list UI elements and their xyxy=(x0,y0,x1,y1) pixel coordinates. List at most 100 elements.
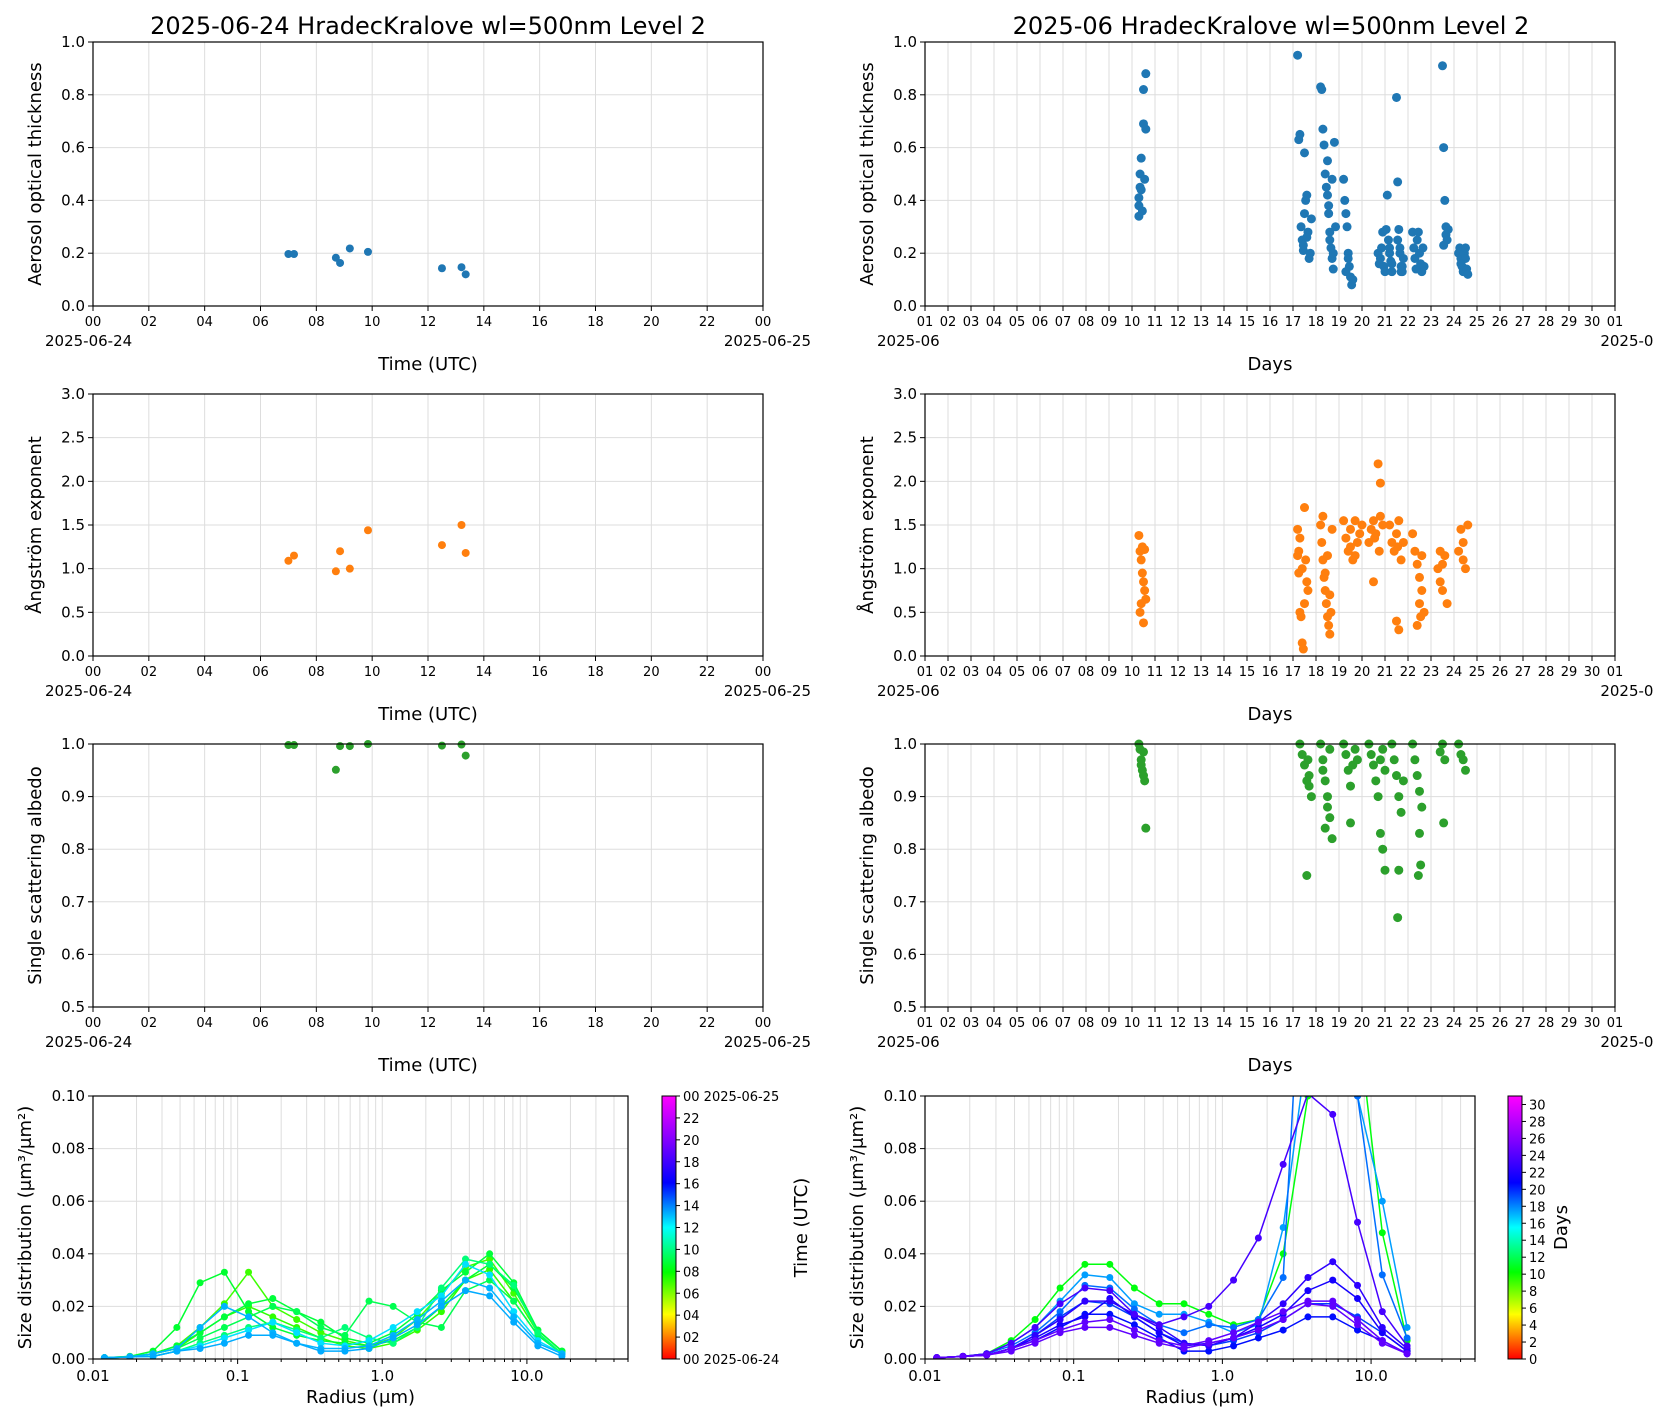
size-daily-series-point-8-7 xyxy=(269,1331,277,1339)
size-daily-series-point-4-12 xyxy=(389,1302,397,1310)
size-daily-series-point-4-4 xyxy=(196,1334,204,1342)
size-monthly-ytick-label-5: 0.10 xyxy=(884,1087,917,1105)
ae-daily-start-date: 2025-06-24 xyxy=(45,682,132,700)
ssa-monthly-point-65 xyxy=(1435,747,1445,757)
ssa-monthly-point-61 xyxy=(1416,860,1426,870)
aod-monthly-point-86 xyxy=(1409,243,1419,253)
size-monthly-series-point-2-15 xyxy=(1304,830,1311,837)
size-daily-series-point-7-15 xyxy=(461,1276,469,1284)
aod-monthly-xtick-label-21: 22 xyxy=(1400,315,1417,330)
size-daily-series-point-5-10 xyxy=(341,1323,349,1331)
ssa-daily-xtick-label-12: 00 xyxy=(755,1016,772,1031)
size-monthly-series-point-2-5 xyxy=(1056,1308,1064,1316)
size-monthly-series-line-2 xyxy=(936,1096,1408,1359)
ae-monthly-xtick-label-18: 19 xyxy=(1331,665,1348,680)
ae-monthly-point-4 xyxy=(1139,577,1148,587)
aod-monthly-point-11 xyxy=(1141,69,1151,79)
size-monthly-series-point-7-8 xyxy=(1130,1310,1138,1318)
ssa-daily-ytick-label-1: 0.6 xyxy=(61,945,85,963)
ae-monthly-point-11 xyxy=(1140,544,1150,554)
ssa-monthly-point-21 xyxy=(1323,792,1332,802)
size-monthly-series-line-8 xyxy=(936,1300,1408,1359)
ae-monthly-point-3 xyxy=(1137,568,1147,578)
aod-monthly-point-95 xyxy=(1419,261,1429,271)
ae-monthly-start-date: 2025-06 xyxy=(877,682,940,700)
size-daily-series-point-3-15 xyxy=(461,1268,469,1276)
ssa-monthly-xtick-label-28: 29 xyxy=(1561,1016,1578,1031)
ae-monthly-xtick-label-20: 21 xyxy=(1377,665,1394,680)
aod-monthly-xtick-label-28: 29 xyxy=(1561,315,1578,330)
size-monthly-series-point-4-14 xyxy=(1279,1326,1287,1334)
size-monthly-series-point-9-13 xyxy=(1254,1326,1262,1334)
ssa-monthly-point-43 xyxy=(1380,765,1390,775)
aod-monthly-point-5 xyxy=(1136,153,1146,163)
ssa-monthly-point-48 xyxy=(1389,755,1399,765)
size-daily-series-point-3-16 xyxy=(486,1250,494,1258)
aod-monthly-point-10 xyxy=(1140,174,1150,184)
ae-daily-point-2 xyxy=(331,567,340,576)
aod-daily-xtick-label-2: 04 xyxy=(196,315,213,330)
ae-monthly-xtick-label-25: 26 xyxy=(1492,665,1509,680)
aod-monthly-point-112 xyxy=(1463,269,1473,279)
ssa-monthly-ytick-label-4: 0.9 xyxy=(893,788,917,806)
size-monthly-ytick-label-2: 0.04 xyxy=(884,1245,917,1263)
ae-monthly-end-date: 2025-07 xyxy=(1600,682,1654,700)
aod-monthly-xtick-label-24: 25 xyxy=(1469,315,1486,330)
ssa-monthly-xtick-label-5: 06 xyxy=(1032,1016,1049,1031)
size-daily-ytick-label-4: 0.08 xyxy=(52,1140,85,1158)
ae-monthly-point-20 xyxy=(1302,577,1312,587)
ae-monthly-point-59 xyxy=(1378,520,1388,530)
ssa-monthly-ytick-label-1: 0.6 xyxy=(893,945,917,963)
ae-monthly-point-5 xyxy=(1140,586,1150,595)
aod-monthly-point-16 xyxy=(1296,222,1306,232)
size-monthly-series-point-6-5 xyxy=(1056,1316,1064,1324)
aod-monthly-frame xyxy=(924,41,1616,307)
size-monthly-series-point-7-5 xyxy=(1056,1300,1064,1308)
ssa-daily-point-8 xyxy=(461,751,470,760)
aod-monthly-point-21 xyxy=(1302,190,1312,200)
ssa-monthly-point-29 xyxy=(1341,750,1351,760)
size-monthly-series-point-5-16 xyxy=(1329,1276,1337,1284)
size-monthly-cb-tick-label-2: 4 xyxy=(1529,1319,1537,1334)
ssa-monthly-point-26 xyxy=(1318,765,1328,775)
ssa-monthly-point-13 xyxy=(1304,781,1314,791)
aod-monthly-point-41 xyxy=(1329,137,1339,147)
ssa-monthly-point-19 xyxy=(1318,755,1328,765)
ssa-monthly-xtick-label-22: 23 xyxy=(1423,1016,1440,1031)
size-daily-series-point-0-8 xyxy=(293,1316,301,1324)
ssa-monthly-ytick-label-2: 0.7 xyxy=(893,893,917,911)
aod-monthly-point-49 xyxy=(1340,195,1350,205)
size-daily-series-point-6-11 xyxy=(365,1337,373,1345)
size-monthly-series-point-7-16 xyxy=(1329,1110,1337,1118)
ae-monthly-point-19 xyxy=(1301,555,1311,565)
ae-monthly-xtick-label-13: 14 xyxy=(1216,665,1233,680)
size-daily-series-point-5-16 xyxy=(486,1260,494,1268)
ssa-monthly-point-7 xyxy=(1139,747,1148,757)
ssa-daily-xtick-label-6: 12 xyxy=(420,1016,437,1031)
size-daily-cb-tick-label-10: 20 xyxy=(683,1134,700,1149)
ae-monthly-ytick-label-5: 2.5 xyxy=(893,429,917,447)
ae-monthly-point-91 xyxy=(1454,546,1464,556)
aod-monthly-xlabel: Days xyxy=(1248,354,1293,375)
size-monthly-ytick-label-0: 0.00 xyxy=(884,1350,917,1368)
aod-daily-xtick-label-12: 00 xyxy=(755,315,772,330)
size-monthly-series-point-1-19 xyxy=(1403,1323,1411,1331)
aod-monthly-xtick-label-25: 26 xyxy=(1492,315,1509,330)
ae-monthly-point-92 xyxy=(1456,524,1466,534)
ae-monthly-xtick-label-9: 10 xyxy=(1124,665,1141,680)
size-monthly-ytick-label-3: 0.06 xyxy=(884,1192,917,1210)
size-daily-cb-tick-label-4: 08 xyxy=(683,1265,700,1280)
size-daily-xtick-label-3: 10.0 xyxy=(510,1367,543,1385)
size-monthly-series-point-1-15 xyxy=(1304,1040,1311,1047)
size-monthly-series-point-5-15 xyxy=(1304,1287,1312,1295)
size-daily-series-point-4-9 xyxy=(317,1323,325,1331)
ae-monthly-xtick-label-23: 24 xyxy=(1446,665,1463,680)
size-daily-ytick-label-0: 0.00 xyxy=(52,1350,85,1368)
size-monthly-xtick-label-3: 10.0 xyxy=(1354,1367,1387,1385)
ae-daily-xtick-label-9: 18 xyxy=(587,665,604,680)
ssa-monthly-xtick-label-1: 02 xyxy=(940,1016,957,1031)
size-daily-series-point-4-8 xyxy=(293,1308,301,1316)
size-monthly-cb-tick-label-3: 6 xyxy=(1529,1302,1537,1317)
size-monthly-series-point-6-6 xyxy=(1081,1297,1089,1305)
aod-monthly-ytick-label-1: 0.2 xyxy=(893,244,917,262)
